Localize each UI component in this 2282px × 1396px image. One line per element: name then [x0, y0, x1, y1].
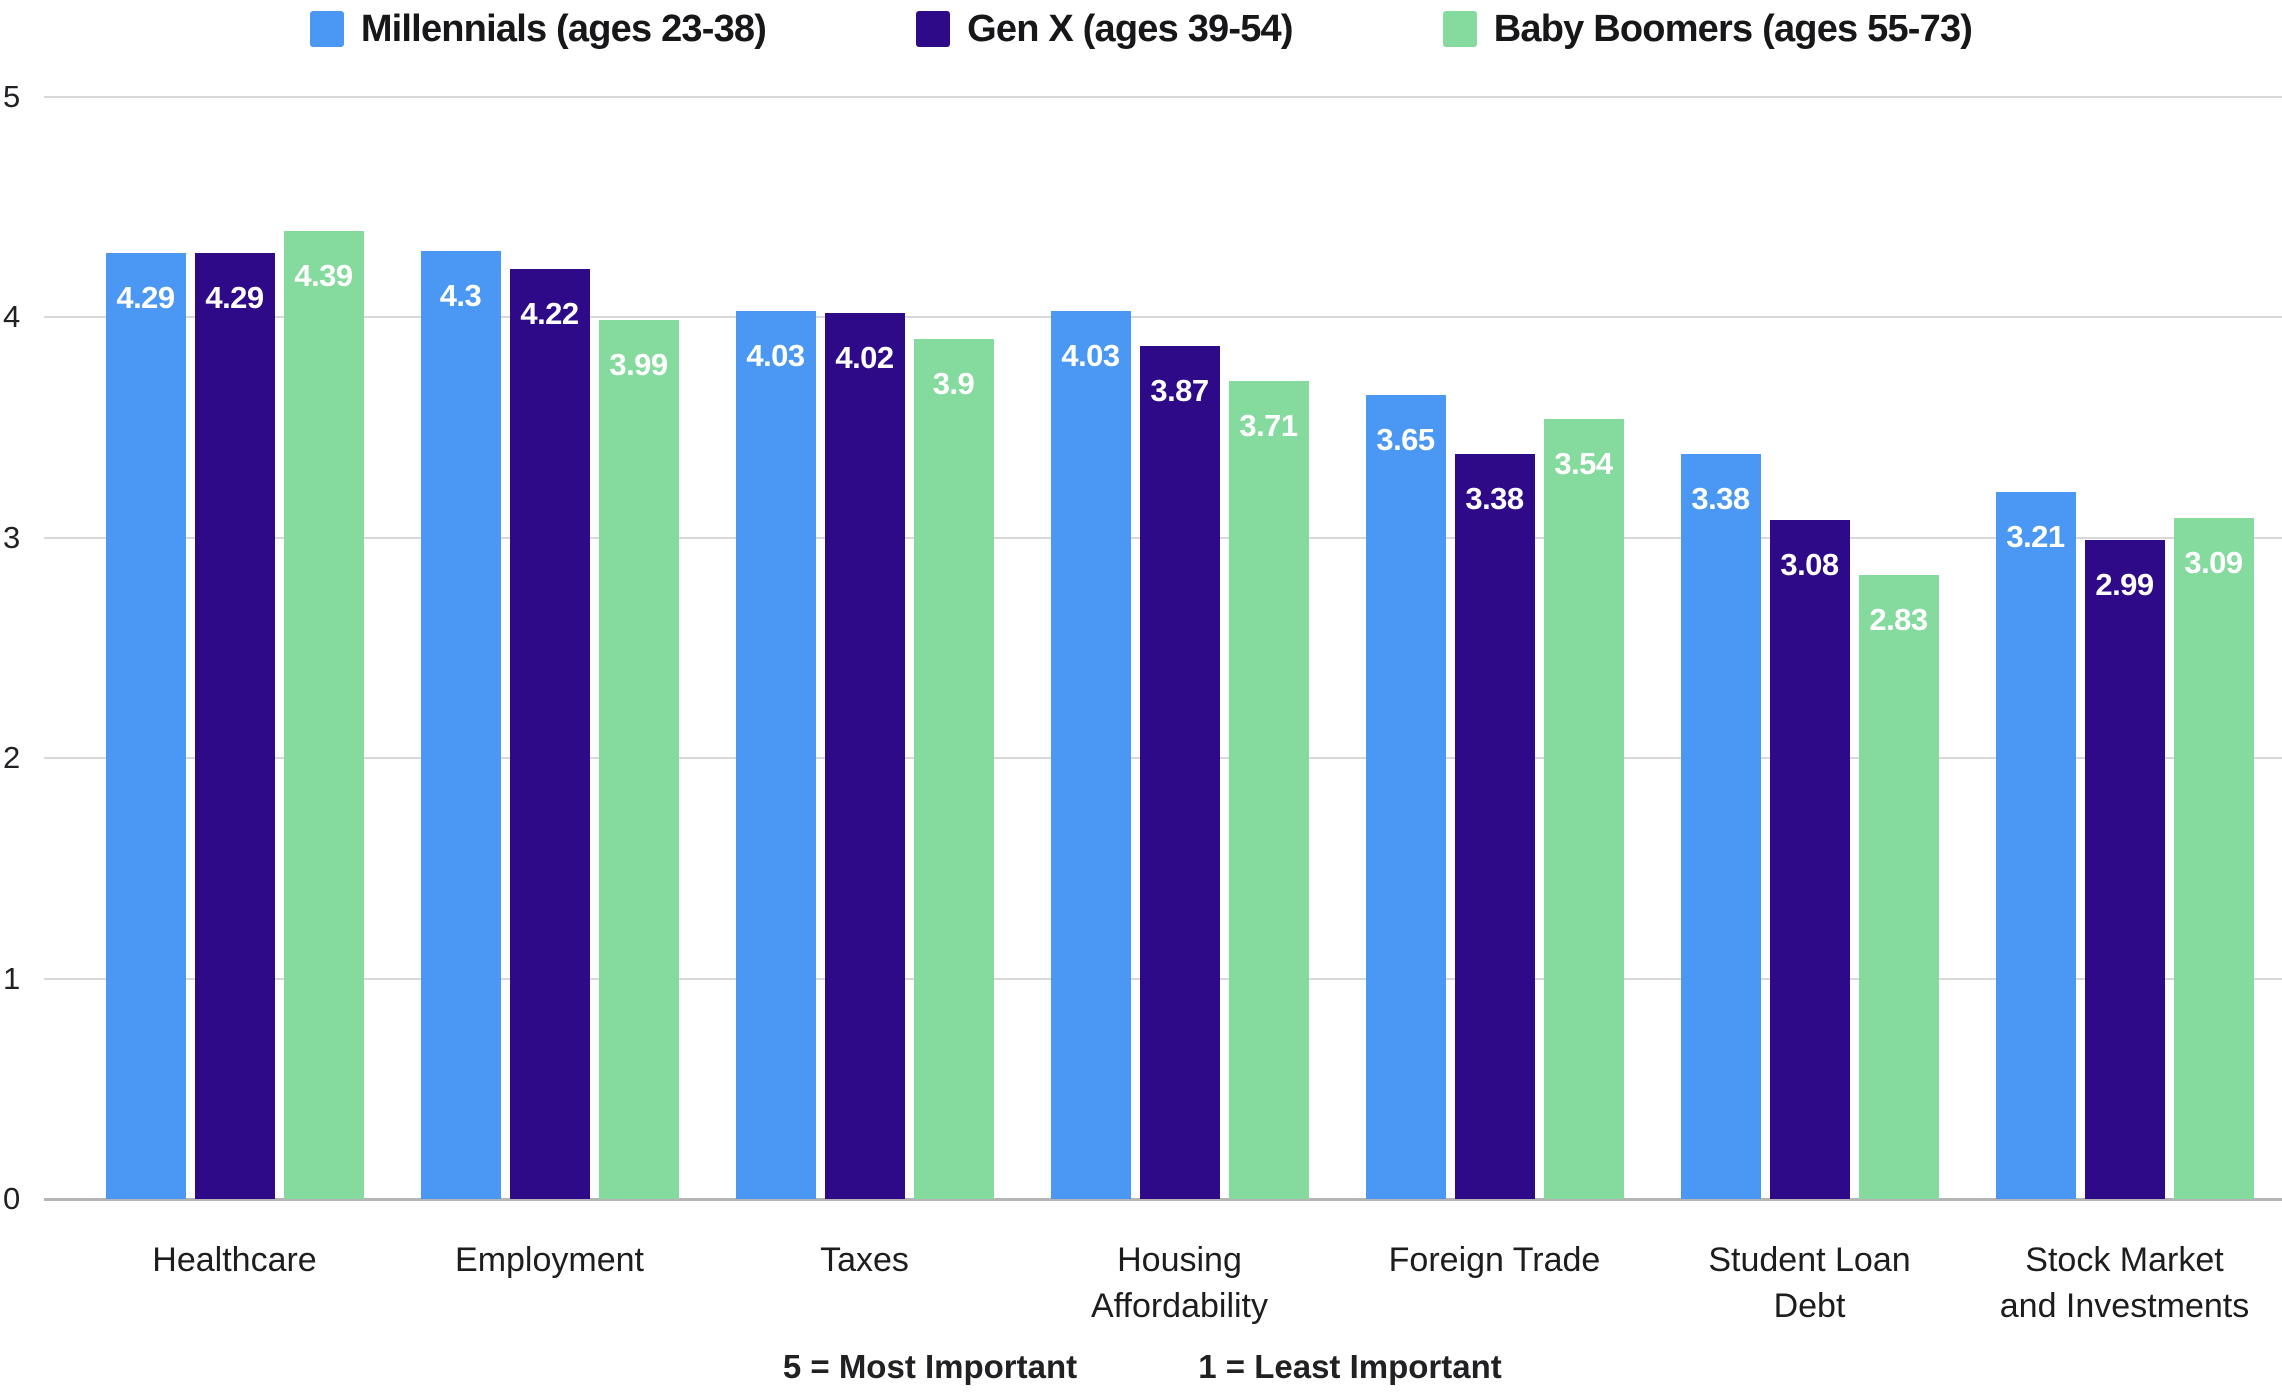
bar-millennials-ages-23-38-foreign-trade: 3.65 [1365, 395, 1446, 1199]
bar-value-label: 2.99 [2095, 567, 2154, 602]
bar-baby-boomers-ages-55-73-housing-affordability: 3.71 [1228, 381, 1309, 1199]
bar-value-label: 4.3 [439, 278, 482, 313]
category-text: Foreign Trade [1388, 1241, 1601, 1279]
bar-baby-boomers-ages-55-73-student-loan-debt: 2.83 [1858, 575, 1939, 1199]
bar-millennials-ages-23-38-housing-affordability: 4.03 [1050, 311, 1131, 1199]
y-axis-tick-1: 1 [3, 960, 21, 996]
y-axis-tick-5: 5 [3, 79, 21, 114]
bar-value-label: 3.9 [932, 366, 975, 401]
category-text: Student Loan Debt [1708, 1241, 1911, 1325]
bar-group-foreign-trade: 3.65 3.38 3.54 [1365, 395, 1624, 1199]
y-axis-tick-0: 0 [3, 1181, 21, 1216]
bar-baby-boomers-ages-55-73-employment: 3.99 [598, 320, 679, 1199]
bar-gen-x-ages-39-54-stock-market-and-investments: 2.99 [2084, 540, 2165, 1199]
bar-gen-x-ages-39-54-healthcare: 4.29 [194, 253, 275, 1199]
gridline-4 [44, 316, 2282, 319]
bar-value-label: 2.83 [1869, 602, 1928, 637]
bar-value-label: 3.38 [1691, 481, 1750, 516]
bar-value-label: 3.09 [2184, 545, 2243, 580]
category-label-healthcare: Healthcare [77, 1238, 392, 1284]
bar-millennials-ages-23-38-student-loan-debt: 3.38 [1680, 454, 1761, 1199]
bar-gen-x-ages-39-54-foreign-trade: 3.38 [1454, 454, 1535, 1199]
bar-value-label: 4.39 [294, 258, 353, 293]
bar-value-label: 4.29 [205, 280, 264, 315]
category-text: Employment [455, 1241, 644, 1279]
bar-baby-boomers-ages-55-73-taxes: 3.9 [913, 339, 994, 1199]
legend-label: Gen X (ages 39-54) [967, 7, 1293, 50]
category-text: Taxes [820, 1241, 909, 1279]
bar-millennials-ages-23-38-taxes: 4.03 [735, 311, 816, 1199]
bar-value-label: 3.65 [1376, 422, 1435, 457]
footnote-most-important: 5 = Most Important [782, 1348, 1078, 1385]
legend-label: Millennials (ages 23-38) [360, 7, 767, 50]
bar-gen-x-ages-39-54-student-loan-debt: 3.08 [1769, 520, 1850, 1199]
category-label-housing-affordability: Housing Affordability [1022, 1238, 1337, 1329]
bar-group-student-loan-debt: 3.38 3.08 2.83 [1680, 454, 1939, 1199]
bar-value-label: 3.54 [1554, 446, 1613, 481]
category-label-foreign-trade: Foreign Trade [1337, 1238, 1652, 1284]
bar-value-label: 4.22 [520, 296, 579, 331]
y-axis-tick-2: 2 [3, 740, 21, 776]
bar-gen-x-ages-39-54-employment: 4.22 [509, 269, 590, 1199]
y-axis-tick-3: 3 [3, 519, 21, 555]
category-label-taxes: Taxes [707, 1238, 1022, 1284]
category-label-student-loan-debt: Student Loan Debt [1652, 1238, 1967, 1329]
bar-group-stock-market-and-investments: 3.21 2.99 3.09 [1995, 492, 2254, 1199]
legend-swatch-icon [1442, 11, 1477, 47]
category-label-stock-market-and-investments: Stock Market and Investments [1967, 1238, 2282, 1329]
gridline-5 [44, 96, 2282, 98]
chart-legend: Millennials (ages 23-38) Gen X (ages 39-5… [0, 2, 2282, 56]
bar-value-label: 3.08 [1780, 547, 1839, 582]
bar-millennials-ages-23-38-healthcare: 4.29 [105, 253, 186, 1199]
bar-value-label: 4.29 [116, 280, 175, 315]
bar-baby-boomers-ages-55-73-stock-market-and-investments: 3.09 [2173, 518, 2254, 1199]
bar-group-employment: 4.3 4.22 3.99 [420, 251, 679, 1199]
bar-gen-x-ages-39-54-housing-affordability: 3.87 [1139, 346, 1220, 1199]
legend-label: Baby Boomers (ages 55-73) [1493, 7, 1973, 50]
bar-value-label: 3.38 [1465, 481, 1524, 516]
bar-baby-boomers-ages-55-73-foreign-trade: 3.54 [1543, 419, 1624, 1199]
gridline-0 [44, 1198, 2282, 1201]
category-text: Housing Affordability [1090, 1241, 1269, 1325]
legend-swatch-icon [916, 11, 951, 47]
bar-value-label: 3.99 [609, 347, 668, 382]
bar-value-label: 4.03 [1061, 338, 1120, 373]
category-text: Healthcare [152, 1241, 317, 1279]
bar-millennials-ages-23-38-stock-market-and-investments: 3.21 [1995, 492, 2076, 1199]
legend-item-baby-boomers-ages-55-73: Baby Boomers (ages 55-73) [1442, 7, 1973, 51]
category-text: Stock Market and Investments [1999, 1241, 2250, 1325]
x-axis-category-labels: Healthcare Employment Taxes Housing Afforda… [0, 1238, 2282, 1348]
footnote-least-important: 1 = Least Important [1198, 1348, 1502, 1385]
bar-group-healthcare: 4.29 4.29 4.39 [105, 231, 364, 1199]
bar-group-housing-affordability: 4.03 3.87 3.71 [1050, 311, 1309, 1199]
legend-swatch-icon [309, 11, 344, 47]
bar-group-taxes: 4.03 4.02 3.9 [735, 311, 994, 1199]
category-label-employment: Employment [392, 1238, 707, 1284]
bar-value-label: 3.87 [1150, 373, 1209, 408]
legend-item-millennials-ages-23-38: Millennials (ages 23-38) [309, 7, 767, 51]
bar-gen-x-ages-39-54-taxes: 4.02 [824, 313, 905, 1199]
bar-value-label: 4.03 [746, 338, 805, 373]
bar-value-label: 3.21 [2006, 519, 2065, 554]
bar-value-label: 3.71 [1239, 408, 1298, 443]
y-axis-tick-4: 4 [3, 299, 21, 335]
legend-item-gen-x-ages-39-54: Gen X (ages 39-54) [916, 7, 1294, 51]
bar-baby-boomers-ages-55-73-healthcare: 4.39 [283, 231, 364, 1199]
bar-value-label: 4.02 [835, 340, 894, 375]
bar-millennials-ages-23-38-employment: 4.3 [420, 251, 501, 1199]
